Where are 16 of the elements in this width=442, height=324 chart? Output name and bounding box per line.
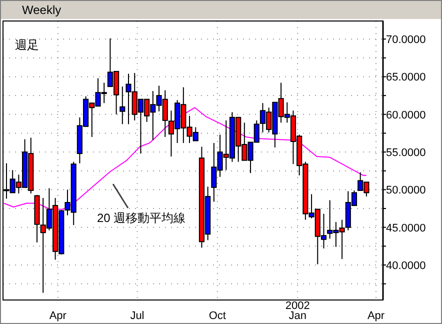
x-tick-label: Apr (49, 310, 67, 322)
y-tick-label: 60.0000 (386, 109, 426, 122)
x-tick-label: 2002 Jan (285, 300, 310, 322)
annotation: 20 週移動平均線 (97, 211, 186, 225)
y-tick-label: 50.0000 (386, 184, 426, 197)
y-tick-label: 45.0000 (386, 222, 426, 234)
candlestick (120, 86, 126, 125)
x-tick-label: Jul (130, 310, 144, 322)
y-tick-label: 40.0000 (386, 260, 426, 272)
x-tick-label: Oct (208, 310, 226, 322)
annotation: 週足 (15, 38, 39, 52)
x-tick-label: Apr (367, 310, 385, 322)
y-tick-label: 65.0000 (386, 72, 426, 84)
y-tick-label: 70.0000 (386, 34, 426, 46)
chart-title: Weekly (22, 3, 62, 17)
y-tick-label: 55.0000 (386, 147, 426, 160)
